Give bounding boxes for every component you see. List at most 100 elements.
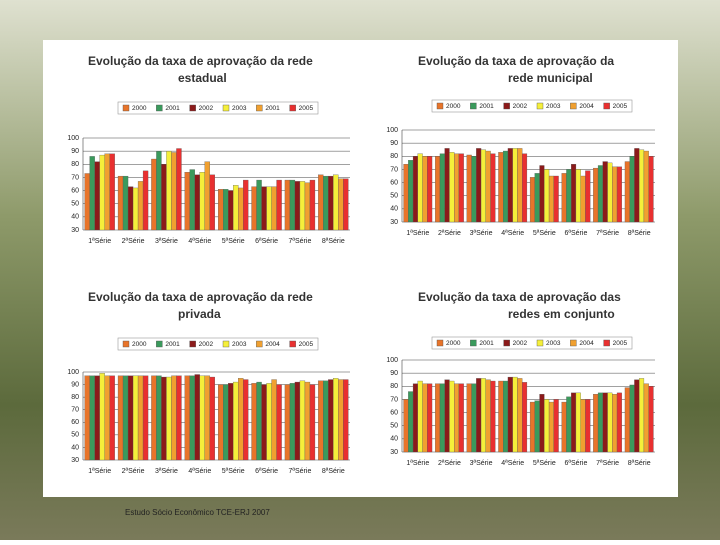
bar (199, 375, 205, 461)
x-tick-label: 3ªSérie (470, 460, 493, 467)
chart-title: Evolução da taxa de aprovação das (418, 290, 621, 304)
bar (276, 179, 282, 231)
bar (439, 153, 445, 223)
x-tick-label: 7ªSérie (289, 468, 312, 475)
y-tick-label: 30 (71, 457, 79, 464)
legend-label: 2003 (546, 340, 561, 347)
bar (328, 379, 334, 461)
bar (624, 387, 630, 453)
bar (648, 386, 654, 453)
bar (323, 175, 329, 231)
legend-swatch (570, 339, 577, 347)
bar (233, 185, 239, 231)
bar (593, 167, 599, 223)
bar (171, 152, 177, 231)
bar (512, 376, 518, 453)
footer: Estudo Sócio Econômico TCE-ERJ 2007 (125, 508, 270, 517)
bar (408, 160, 414, 223)
bar (284, 384, 291, 461)
bar (228, 190, 234, 231)
bar (243, 379, 249, 461)
legend-swatch (256, 340, 263, 348)
legend-swatch (156, 104, 163, 112)
legend-swatch (289, 104, 296, 112)
legend-swatch (222, 340, 230, 348)
x-tick-label: 1ªSérie (406, 460, 429, 467)
bar (539, 165, 545, 223)
legend-label: 2000 (446, 340, 461, 347)
bar (309, 384, 316, 461)
bar (639, 378, 645, 453)
bar (454, 153, 460, 223)
bar (427, 156, 433, 223)
bar (534, 400, 540, 453)
bar (490, 153, 496, 223)
x-tick-label: 1ªSérie (406, 230, 429, 237)
bar (643, 150, 649, 223)
chart-title: Evolução da taxa de aprovação da rede (88, 290, 313, 304)
bar (512, 148, 518, 223)
bar (304, 182, 311, 231)
bar (548, 175, 554, 223)
bar (480, 378, 486, 453)
bar (624, 161, 630, 223)
bar (585, 170, 591, 223)
bar (132, 187, 139, 231)
legend-swatch (122, 340, 130, 348)
legend-swatch (470, 102, 477, 110)
y-tick-label: 40 (390, 206, 398, 213)
legend-label: 2001 (265, 105, 280, 112)
bar (466, 383, 472, 453)
bar (166, 150, 172, 231)
bar (571, 164, 577, 223)
x-tick-label: 5ªSérie (533, 230, 556, 237)
chart-title: Evolução da taxa de aprovação da rede (88, 54, 313, 68)
legend-label: 2005 (299, 105, 314, 112)
y-tick-label: 80 (390, 153, 398, 160)
bar (629, 384, 635, 453)
legend-swatch (503, 339, 510, 347)
legend-swatch (536, 339, 544, 347)
bar (89, 156, 95, 231)
bar (422, 383, 428, 453)
bar (466, 154, 472, 223)
bar (271, 186, 277, 231)
bar (122, 375, 129, 461)
bar (228, 383, 234, 461)
bar (156, 150, 162, 231)
bar (575, 392, 581, 453)
bar (417, 153, 423, 223)
x-tick-label: 4ªSérie (501, 230, 524, 237)
bar (117, 175, 124, 231)
x-tick-label: 7ªSérie (596, 230, 619, 237)
x-tick-label: 6ªSérie (565, 460, 588, 467)
bar (561, 401, 567, 453)
y-tick-label: 100 (386, 357, 398, 364)
bar (289, 179, 296, 231)
bar (403, 164, 409, 223)
bar (480, 149, 486, 223)
bar (616, 166, 622, 223)
x-tick-label: 2ªSérie (438, 460, 461, 467)
bar (294, 381, 301, 461)
bar (597, 392, 603, 453)
y-tick-label: 100 (386, 127, 398, 134)
bar (498, 152, 504, 223)
legend-swatch (470, 339, 477, 347)
y-tick-label: 50 (71, 432, 79, 439)
bar (289, 383, 296, 461)
bar (304, 381, 311, 461)
bar (137, 181, 144, 231)
y-tick-label: 80 (71, 394, 79, 401)
bar (629, 156, 635, 223)
bar (412, 156, 418, 223)
legend-box (431, 336, 633, 350)
y-tick-label: 50 (71, 201, 79, 208)
y-tick-label: 50 (390, 423, 398, 430)
bar (199, 172, 205, 231)
bar (449, 380, 455, 453)
bar (580, 175, 586, 223)
bar (151, 375, 157, 461)
legend-swatch (436, 102, 444, 110)
